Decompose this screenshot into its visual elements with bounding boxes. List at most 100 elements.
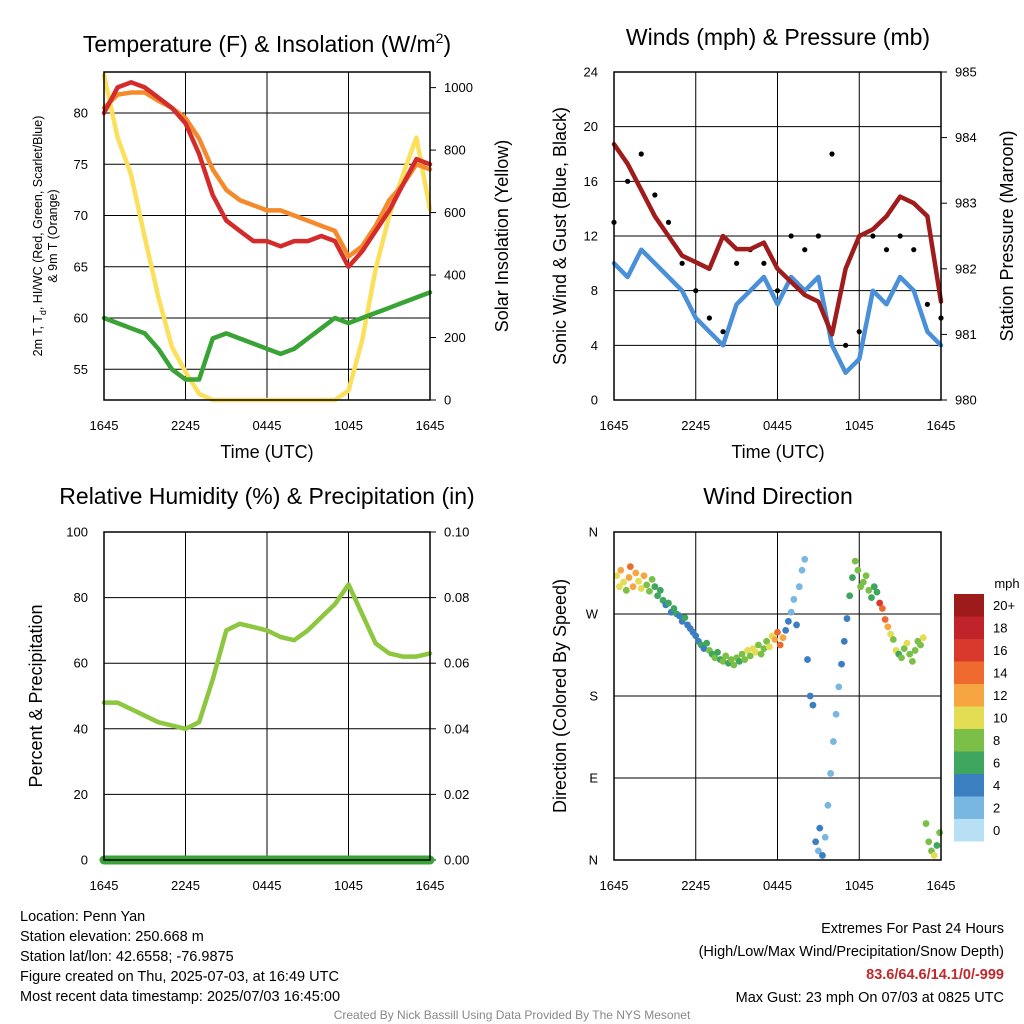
gust-point [924, 301, 930, 307]
humidity-xtick-label: 0445 [253, 878, 282, 893]
winds-ytick-right-label: 982 [955, 261, 977, 276]
direction-point [616, 583, 623, 591]
direction-point [798, 566, 806, 574]
humidity-ytick-right-label: 0.00 [444, 853, 469, 868]
winds-series-line [611, 247, 944, 375]
temperature-ytick-label: 55 [74, 362, 88, 377]
legend-label: 12 [993, 688, 1007, 703]
direction-point [714, 648, 721, 656]
direction-point [795, 583, 803, 591]
winds-xtick-label: 1645 [600, 418, 629, 433]
direction-point [741, 656, 749, 663]
winds-ytick-right-label: 981 [955, 327, 977, 342]
direction-point [670, 605, 678, 612]
humidity-ytick-right-label: 0.06 [444, 656, 469, 671]
svg-text:& 9m T (Orange): & 9m T (Orange) [46, 189, 60, 282]
footer-created: Figure created on Thu, 2025-07-03, at 16… [20, 969, 339, 985]
direction-point [651, 583, 659, 591]
direction-point [763, 637, 770, 645]
footer-location: Location: Penn Yan [20, 909, 145, 925]
gust-point [734, 260, 740, 266]
direction-point [629, 583, 637, 591]
humidity-panel: Relative Humidity (%) & Precipitation (i… [26, 483, 475, 893]
temperature-panel: Temperature (F) & Insolation (W/m2) Time… [31, 30, 512, 462]
humidity-xtick-label: 2245 [171, 878, 200, 893]
direction-point [617, 566, 625, 574]
extremes-title: Extremes For Past 24 Hours [821, 921, 1004, 937]
wind-direction-panel: Wind Direction Direction (Colored By Spe… [550, 483, 1020, 893]
legend-swatch [954, 796, 984, 819]
winds-xtick-label: 2245 [681, 418, 710, 433]
humidity-ytick-label: 20 [74, 787, 88, 802]
direction-point [760, 645, 768, 653]
legend-label: 14 [993, 666, 1007, 681]
direction-point [738, 650, 746, 658]
direction-point [835, 683, 843, 691]
direction-point [681, 614, 689, 622]
legend-swatch [954, 639, 984, 662]
wind-direction-ytick-label: N [589, 853, 598, 868]
direction-point [884, 623, 892, 631]
direction-point [711, 654, 719, 662]
legend-label: 8 [993, 733, 1000, 748]
direction-point [873, 588, 881, 596]
gust-point [693, 288, 699, 294]
direction-point [646, 587, 653, 595]
winds-ylabel-right: Station Pressure (Maroon) [997, 130, 1017, 341]
direction-point [643, 581, 651, 589]
winds-ytick-label: 0 [591, 393, 598, 408]
temperature-ytick-label: 65 [74, 259, 88, 274]
direction-point [776, 641, 784, 649]
direction-point [854, 566, 862, 574]
humidity-ytick-right-label: 0.08 [444, 590, 469, 605]
direction-point [774, 628, 781, 636]
humidity-ytick-label: 40 [74, 721, 88, 736]
humidity-xtick-label: 1045 [334, 878, 363, 893]
legend-swatch [954, 616, 984, 639]
direction-point [816, 824, 824, 832]
temperature-xtick-label: 2245 [171, 418, 200, 433]
wind-direction-xtick-label: 1645 [600, 878, 629, 893]
humidity-frame [103, 531, 431, 861]
winds-series-line [611, 141, 944, 337]
direction-point [804, 656, 811, 663]
credit: Created By Nick Bassill Using Data Provi… [334, 1008, 691, 1022]
direction-point [911, 647, 919, 654]
gust-point [911, 247, 917, 253]
humidity-ytick-label: 60 [74, 656, 88, 671]
legend-label: 18 [993, 621, 1007, 636]
direction-point [779, 634, 787, 642]
temperature-ytick-label: 70 [74, 208, 88, 223]
winds-ytick-label: 20 [584, 119, 598, 134]
direction-point [727, 656, 735, 663]
direction-point [930, 852, 938, 859]
gust-point [856, 329, 862, 335]
gust-point [774, 288, 781, 294]
direction-point [812, 838, 820, 846]
direction-point [620, 578, 627, 586]
direction-point [771, 636, 779, 643]
temperature-ytick-label: 60 [74, 311, 88, 326]
direction-point [933, 842, 941, 849]
humidity-ylabel: Percent & Precipitation [26, 604, 46, 787]
direction-point [846, 592, 854, 600]
winds-xlabel: Time (UTC) [731, 442, 824, 462]
direction-point [887, 630, 894, 638]
temperature-xtick-label: 1645 [416, 418, 445, 433]
direction-point [632, 569, 640, 577]
direction-point [801, 555, 809, 563]
temperature-ylabel: 2m T, Td, HI/WC (Red, Green, Scarlet/Blu… [31, 116, 60, 357]
winds-ytick-right-label: 983 [955, 196, 977, 211]
direction-point [635, 577, 642, 585]
direction-point [832, 710, 840, 718]
gust-point [679, 260, 685, 266]
gust-point [815, 233, 821, 239]
winds-ytick-right-label: 984 [955, 130, 977, 145]
temperature-xtick-label: 1645 [90, 418, 119, 433]
direction-point [785, 617, 792, 625]
direction-point [782, 627, 790, 634]
direction-point [919, 634, 927, 642]
wind-direction-ylabel: Direction (Colored By Speed) [550, 579, 570, 813]
temperature-series-line [101, 90, 433, 259]
temperature-ytick-right-label: 1000 [444, 80, 473, 95]
